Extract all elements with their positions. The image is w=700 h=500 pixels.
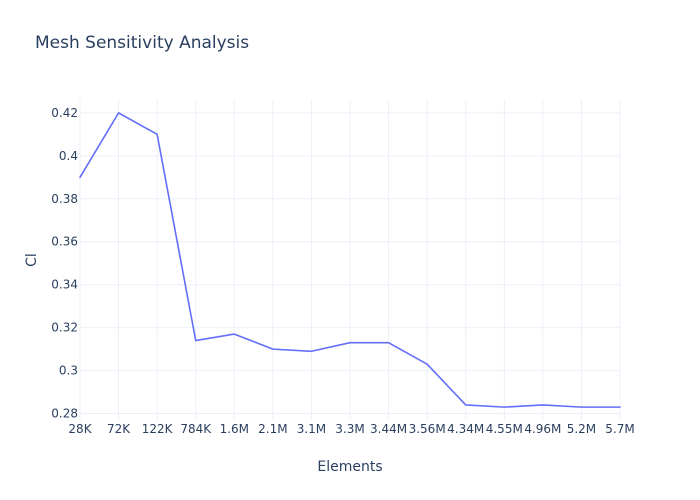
y-tick-label: 0.3 xyxy=(59,364,78,378)
y-tick-label: 0.42 xyxy=(51,106,78,120)
series-line xyxy=(79,112,621,408)
x-tick-label: 5.2M xyxy=(567,422,596,436)
grid-layer xyxy=(79,100,621,420)
y-tick-label: 0.32 xyxy=(51,321,78,335)
x-tick-label: 72K xyxy=(107,422,131,436)
data-point xyxy=(578,404,584,410)
x-tick-label: 784K xyxy=(180,422,212,436)
y-tick-label: 0.28 xyxy=(51,407,78,421)
data-point xyxy=(77,174,83,180)
data-point xyxy=(424,361,430,367)
data-point xyxy=(386,340,392,346)
y-tick-label: 0.38 xyxy=(51,192,78,206)
x-tick-label: 4.55M xyxy=(486,422,523,436)
x-tick-label: 3.3M xyxy=(335,422,364,436)
data-point xyxy=(463,402,469,408)
x-tick-label: 28K xyxy=(68,422,92,436)
x-tick-label: 5.7M xyxy=(605,422,634,436)
x-tick-label: 3.56M xyxy=(409,422,446,436)
x-tick-label: 3.44M xyxy=(370,422,407,436)
y-tick-label: 0.36 xyxy=(51,235,78,249)
x-tick-label: 122K xyxy=(142,422,174,436)
x-tick-label: 4.34M xyxy=(447,422,484,436)
series-layer xyxy=(77,110,623,410)
data-point xyxy=(193,338,199,344)
x-tick-label: 1.6M xyxy=(220,422,249,436)
x-axis-title: Elements xyxy=(317,459,382,475)
data-point xyxy=(347,340,353,346)
data-point xyxy=(270,346,276,352)
x-tick-label: 3.1M xyxy=(297,422,326,436)
chart-title: Mesh Sensitivity Analysis xyxy=(35,33,250,53)
data-point xyxy=(231,331,237,337)
x-tick-label: 4.96M xyxy=(524,422,561,436)
data-point xyxy=(617,404,623,410)
data-point xyxy=(116,110,122,116)
y-tick-label: 0.34 xyxy=(51,278,78,292)
data-point xyxy=(501,404,507,410)
y-axis-title: Cl xyxy=(24,253,40,267)
data-point xyxy=(308,348,314,354)
data-point xyxy=(154,131,160,137)
tick-layer: 28K 72K 122K 784K 1.6M 2.1M 3.1M 3.3M 3.44M 3.56M… xyxy=(51,106,634,436)
x-tick-label: 2.1M xyxy=(258,422,287,436)
data-point xyxy=(540,402,546,408)
y-tick-label: 0.4 xyxy=(59,149,78,163)
